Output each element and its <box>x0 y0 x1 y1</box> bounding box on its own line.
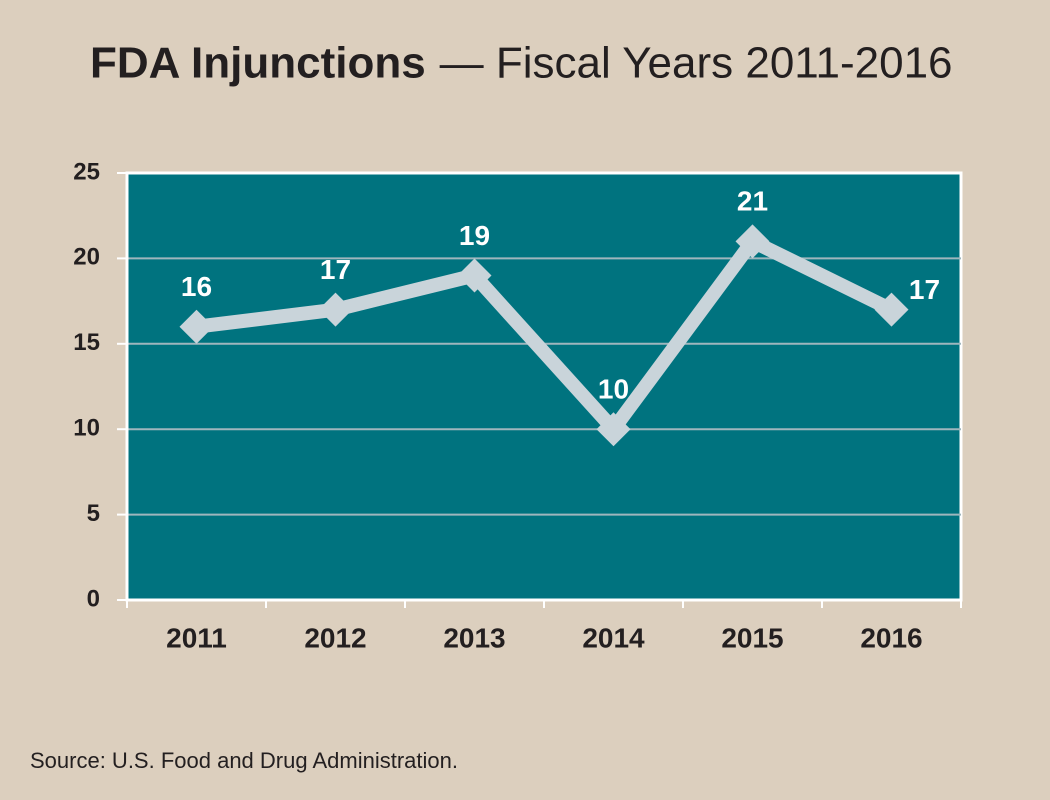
y-tick-label: 20 <box>73 244 100 271</box>
data-point <box>874 292 909 327</box>
x-tick-label: 2012 <box>304 622 366 653</box>
x-tick-label: 2016 <box>860 622 922 653</box>
data-point <box>735 224 770 259</box>
y-tick-label: 15 <box>73 329 100 356</box>
value-label: 17 <box>320 254 351 285</box>
chart-subtitle: — Fiscal Years 2011-2016 <box>440 39 953 88</box>
value-label: 10 <box>598 374 629 405</box>
data-line <box>195 234 895 437</box>
x-tick-label: 2013 <box>443 622 505 653</box>
y-tick-label: 25 <box>73 158 100 185</box>
data-point <box>596 412 631 447</box>
data-point <box>457 258 492 293</box>
value-label: 16 <box>181 271 212 302</box>
y-tick-label: 0 <box>87 585 100 612</box>
value-label: 17 <box>909 274 940 305</box>
x-tick-label: 2014 <box>582 622 645 653</box>
x-tick-label: 2011 <box>166 622 227 653</box>
data-point <box>179 309 214 344</box>
data-point <box>318 292 353 327</box>
value-label: 21 <box>737 186 768 217</box>
source-note: Source: U.S. Food and Drug Administratio… <box>30 748 458 773</box>
y-tick-label: 5 <box>87 500 100 527</box>
chart-title: FDA Injunctions <box>90 39 426 88</box>
x-tick-label: 2015 <box>721 622 783 653</box>
plot-area <box>125 171 963 602</box>
value-label: 19 <box>459 220 490 251</box>
y-tick-label: 10 <box>73 415 100 442</box>
